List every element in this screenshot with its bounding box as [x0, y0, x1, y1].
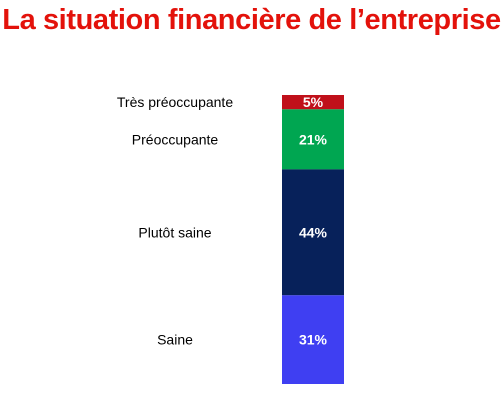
bar-segment-preoccupante [282, 109, 344, 170]
category-label-tres-preoccupante: Très préoccupante [117, 94, 233, 110]
value-label-saine: 31% [299, 332, 328, 348]
category-label-preoccupante: Préoccupante [132, 131, 219, 147]
bar-segment-saine [282, 295, 344, 384]
chart-title: La situation financière de l’entreprise [2, 4, 501, 36]
category-label-plutot-saine: Plutôt saine [138, 224, 211, 240]
bar-segment-plutot-saine [282, 169, 344, 296]
value-label-preoccupante: 21% [299, 131, 328, 147]
bar-segment-tres-preoccupante [282, 95, 344, 110]
value-label-tres-preoccupante: 5% [303, 94, 324, 110]
value-label-plutot-saine: 44% [299, 224, 328, 240]
category-label-saine: Saine [157, 332, 193, 348]
